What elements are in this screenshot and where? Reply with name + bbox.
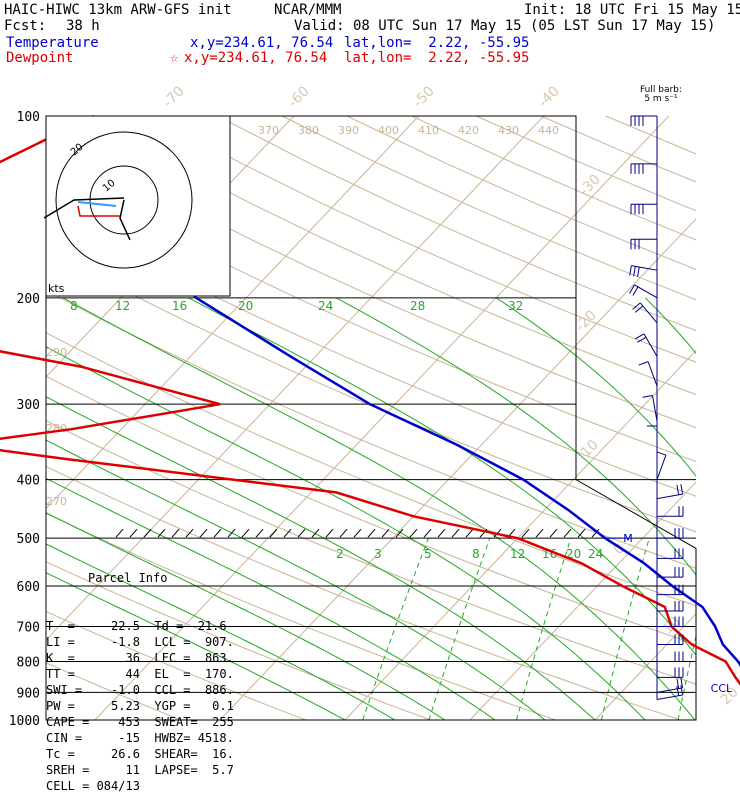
theta-label: 370 xyxy=(258,124,279,137)
mixing-label-upper: 24 xyxy=(318,299,333,313)
wind-barb-feather xyxy=(635,334,644,339)
parcel-row: PW = 5.23 YGP = 0.1 xyxy=(46,698,234,714)
annotation-label: M xyxy=(623,532,633,545)
hatch-mark xyxy=(466,529,473,537)
isotherm-label: -70 xyxy=(160,83,187,110)
wind-barb-feather xyxy=(681,484,683,494)
parcel-row: T = 22.5 Td = 21.6 xyxy=(46,618,234,634)
theta-label: 380 xyxy=(298,124,319,137)
parcel-row: SWI = -1.0 CCL = 886. xyxy=(46,682,234,698)
hatch-mark xyxy=(312,529,319,537)
wind-barb-feather xyxy=(634,266,636,276)
hatch-mark xyxy=(298,529,305,537)
hatch-mark xyxy=(200,529,207,537)
hatch-mark xyxy=(214,529,221,537)
pressure-label: 600 xyxy=(17,580,40,595)
hodograph-unit: kts xyxy=(48,282,65,295)
theta-label: 290 xyxy=(46,346,67,359)
pressure-label: 400 xyxy=(17,474,40,489)
hatch-mark xyxy=(144,529,151,537)
hatch-mark xyxy=(326,529,333,537)
wind-barb-feather xyxy=(638,267,640,277)
hodograph-frame xyxy=(46,116,230,296)
wind-barb xyxy=(657,455,666,479)
mixing-label-lower: 3 xyxy=(374,547,382,561)
parcel-row: K = 36 LFC = 863. xyxy=(46,650,234,666)
annotation-label: CCL xyxy=(711,682,733,695)
isotherm-label: -50 xyxy=(410,83,437,110)
parcel-row: Tc = 26.6 SHEAR= 16. xyxy=(46,746,234,762)
mixing-label-upper: 8 xyxy=(70,299,78,313)
pressure-label: 100 xyxy=(17,110,40,125)
mixing-label-upper: 28 xyxy=(410,299,425,313)
theta-label: 420 xyxy=(458,124,479,137)
isotherm-line xyxy=(720,116,740,720)
pressure-label: 700 xyxy=(17,620,40,635)
theta-label: 390 xyxy=(338,124,359,137)
parcel-title: Parcel Info xyxy=(46,570,234,586)
theta-label: 410 xyxy=(418,124,439,137)
isotherm-label: -40 xyxy=(535,83,562,110)
hatch-mark xyxy=(270,529,277,537)
hatch-mark xyxy=(410,529,417,537)
hatch-mark xyxy=(354,529,361,537)
hatch-mark xyxy=(340,529,347,537)
hatch-mark xyxy=(228,529,235,537)
mixing-label-lower: 2 xyxy=(336,547,344,561)
hatch-mark xyxy=(536,529,543,537)
hatch-mark xyxy=(452,529,459,537)
mixing-label-upper: 20 xyxy=(238,299,253,313)
parcel-row: CAPE = 453 SWEAT= 255 xyxy=(46,714,234,730)
wind-barb-feather xyxy=(656,452,665,455)
mixing-label-lower: 24 xyxy=(588,547,603,561)
pressure-label: 800 xyxy=(17,655,40,670)
parcel-row: LI = -1.8 LCL = 907. xyxy=(46,634,234,650)
wind-barb-feather xyxy=(633,287,638,296)
mixing-label-upper: 16 xyxy=(172,299,187,313)
theta-label: 270 xyxy=(46,495,67,508)
hatch-mark xyxy=(438,529,445,537)
dry-adiabat xyxy=(476,116,740,720)
pressure-label: 500 xyxy=(17,532,40,547)
mixing-label-lower: 5 xyxy=(424,547,432,561)
hatch-mark xyxy=(550,529,557,537)
mixing-label-upper: 12 xyxy=(115,299,130,313)
hatch-mark xyxy=(368,529,375,537)
parcel-row: TT = 44 EL = 170. xyxy=(46,666,234,682)
pressure-label: 300 xyxy=(17,398,40,413)
wind-barb xyxy=(648,362,657,386)
mixing-label-lower: 12 xyxy=(510,547,525,561)
theta-label: 430 xyxy=(498,124,519,137)
isotherm-label: -30 xyxy=(576,172,603,199)
hatch-mark xyxy=(242,529,249,537)
isotherm-label: -20 xyxy=(572,307,599,334)
parcel-row: CIN = -15 HWBZ= 4518. xyxy=(46,730,234,746)
hatch-mark xyxy=(186,529,193,537)
hatch-mark xyxy=(116,529,123,537)
wind-barb xyxy=(652,396,657,422)
hatch-mark xyxy=(172,529,179,537)
hatch-mark xyxy=(564,529,571,537)
mixing-label-upper: 32 xyxy=(508,299,523,313)
pressure-label: 1000 xyxy=(9,714,40,729)
hatch-mark xyxy=(130,529,137,537)
isotherm-label: -60 xyxy=(285,83,312,110)
pressure-label: 200 xyxy=(17,292,40,307)
dry-adiabat xyxy=(541,116,740,720)
parcel-row: SREH = 11 LAPSE= 5.7 xyxy=(46,762,234,778)
pressure-label: 900 xyxy=(17,686,40,701)
wind-barb-feather xyxy=(643,396,653,398)
parcel-row: CELL = 084/13 xyxy=(46,778,234,794)
hatch-mark xyxy=(424,529,431,537)
hatch-mark xyxy=(256,529,263,537)
mixing-label-lower: 8 xyxy=(472,547,480,561)
isotherm-line xyxy=(470,116,740,720)
wind-barb xyxy=(640,303,657,323)
wind-barb-feather xyxy=(639,362,648,365)
theta-label: 440 xyxy=(538,124,559,137)
theta-label: 400 xyxy=(378,124,399,137)
hatch-mark xyxy=(382,529,389,537)
